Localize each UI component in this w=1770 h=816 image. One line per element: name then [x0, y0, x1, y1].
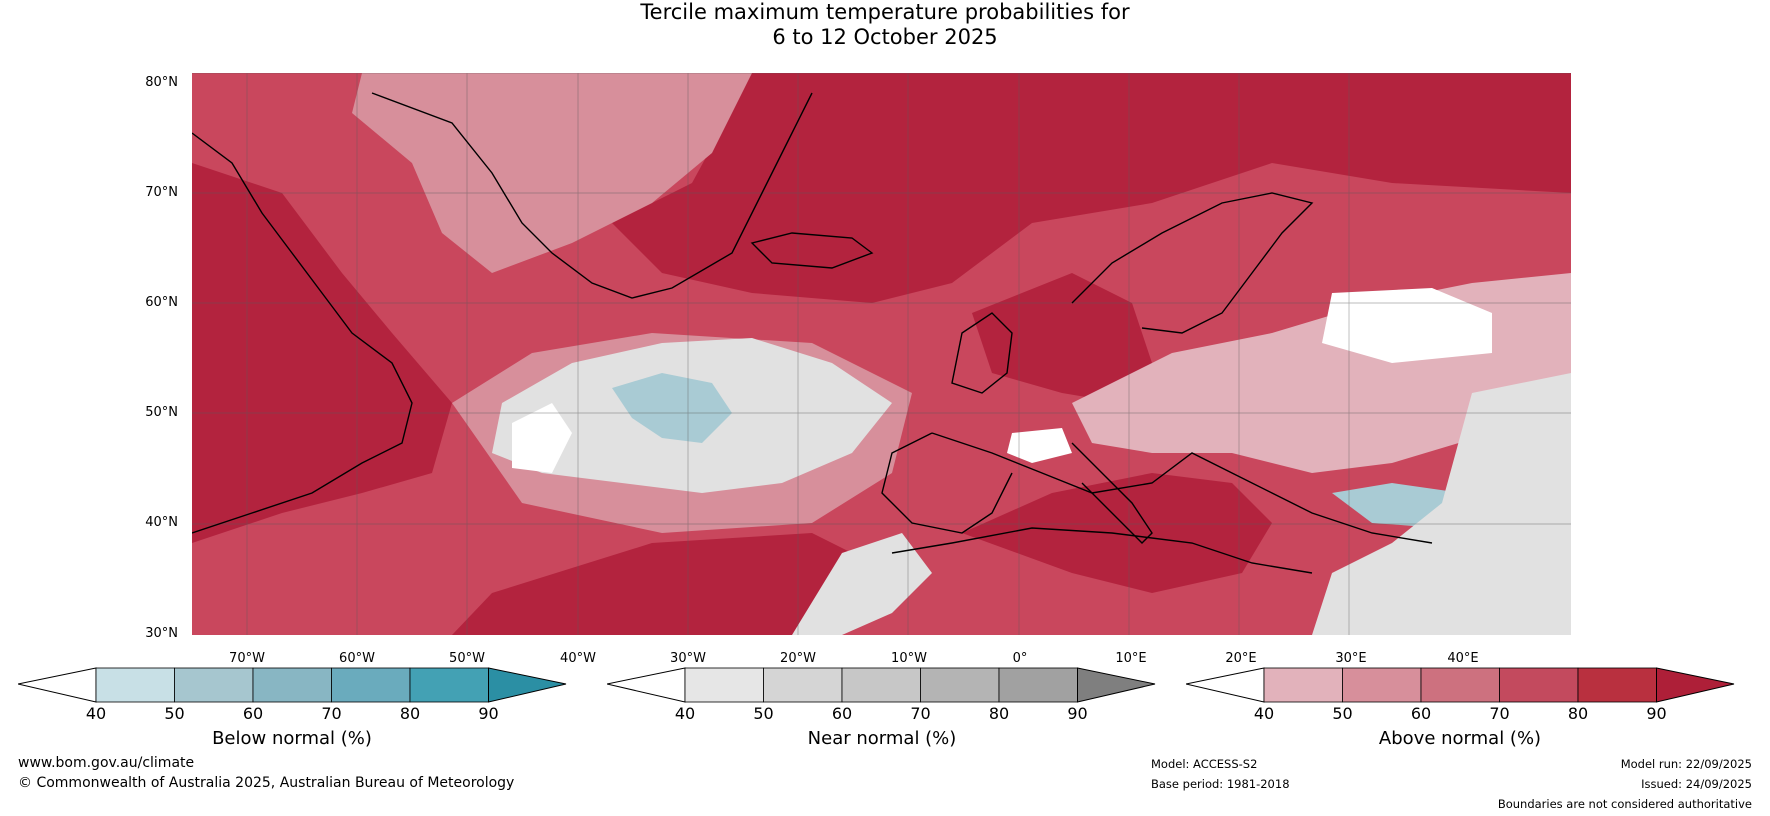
north-africa-coast — [891, 527, 1313, 574]
lon-label-20e: 20°E — [1225, 651, 1257, 666]
lat-label-60n: 60°N — [145, 295, 178, 310]
lon-label-0: 0° — [1012, 651, 1028, 666]
colorbar-near-normal — [607, 667, 1156, 703]
below-normal-patch — [612, 373, 732, 443]
near-normal-east — [1312, 373, 1571, 635]
canada-coast — [192, 132, 413, 534]
near-tick: 80 — [988, 704, 1010, 723]
lon-label-20w: 20°W — [780, 651, 816, 666]
lon-label-30w: 30°W — [670, 651, 706, 666]
lon-label-50w: 50°W — [449, 651, 485, 666]
above-tick: 80 — [1567, 704, 1589, 723]
above-strong-canada — [192, 163, 452, 543]
colorbar-near-upper-arrow — [1077, 667, 1156, 703]
colorbar-above-segment — [1499, 667, 1579, 703]
colorbar-below-segment — [331, 667, 411, 703]
coastlines — [192, 92, 1433, 574]
colorbar-below-upper-arrow — [488, 667, 567, 703]
colorbar-below-segment — [252, 667, 332, 703]
colorbar-below-segment — [174, 667, 254, 703]
below-tick: 40 — [85, 704, 107, 723]
colorbar-below-label: Below normal (%) — [212, 728, 372, 749]
colorbar-below-segment — [409, 667, 489, 703]
footer-issued: Issued: 24/09/2025 — [1641, 777, 1752, 791]
footer-copyright: © Commonwealth of Australia 2025, Austra… — [18, 775, 515, 791]
below-tick: 90 — [478, 704, 499, 723]
colorbar-above-label: Above normal (%) — [1378, 728, 1542, 749]
colorbar-near-segment — [841, 667, 921, 703]
footer-website: www.bom.gov.au/climate — [18, 755, 195, 771]
colorbar-above-segment — [1342, 667, 1422, 703]
colorbar-near-segment — [684, 667, 764, 703]
colorbar-near-lower-arrow — [607, 667, 686, 703]
near-tick: 70 — [910, 704, 931, 723]
colorbar-above-segment — [1263, 667, 1343, 703]
lat-label-40n: 40°N — [145, 515, 178, 530]
lat-label-70n: 70°N — [145, 185, 178, 200]
near-tick: 90 — [1067, 704, 1088, 723]
above-strong-north-sea — [972, 273, 1152, 403]
white-patch-russia — [1322, 288, 1492, 363]
near-tick: 60 — [831, 704, 853, 723]
lon-label-10w: 10°W — [891, 651, 927, 666]
below-tick: 50 — [164, 704, 185, 723]
europe-south-coast — [931, 432, 1433, 544]
lon-label-10e: 10°E — [1115, 651, 1147, 666]
colorbar-above-segment — [1577, 667, 1657, 703]
lon-label-70w: 70°W — [229, 651, 265, 666]
above-strong-arctic — [612, 73, 1571, 303]
colorbar-near-segment — [998, 667, 1078, 703]
below-tick: 70 — [321, 704, 342, 723]
lat-label-50n: 50°N — [145, 405, 178, 420]
lon-label-60w: 60°W — [339, 651, 375, 666]
above-tick: 70 — [1489, 704, 1510, 723]
colorbar-above-normal — [1186, 667, 1735, 703]
lon-label-40w: 40°W — [560, 651, 596, 666]
colorbar-above-upper-arrow — [1656, 667, 1735, 703]
white-patch-france — [1007, 428, 1072, 463]
lon-label-30e: 30°E — [1335, 651, 1367, 666]
lat-label-80n: 80°N — [145, 75, 178, 90]
footer-base-period: Base period: 1981-2018 — [1151, 777, 1290, 791]
lon-label-40e: 40°E — [1447, 651, 1479, 666]
colorbar-above-segment — [1420, 667, 1500, 703]
map-title: Tercile maximum temperature probabilitie… — [0, 0, 1770, 50]
above-tick: 60 — [1410, 704, 1432, 723]
footer-model-run: Model run: 22/09/2025 — [1620, 757, 1752, 771]
above-strong-atlantic-south — [452, 533, 892, 635]
colorbar-near-segment — [763, 667, 843, 703]
near-tick: 50 — [753, 704, 774, 723]
below-tick: 80 — [399, 704, 421, 723]
colorbar-above-lower-arrow — [1186, 667, 1265, 703]
iceland-coast — [750, 232, 874, 269]
above-tick: 90 — [1646, 704, 1667, 723]
map-canvas — [192, 73, 1571, 635]
colorbar-below-normal — [18, 667, 567, 703]
below-tick: 60 — [242, 704, 264, 723]
scandinavia-coast — [1071, 192, 1314, 334]
colorbar-below-lower-arrow — [18, 667, 97, 703]
italy-coast — [1071, 442, 1153, 544]
white-patch-atlantic — [512, 403, 572, 473]
title-line-2: 6 to 12 October 2025 — [772, 25, 998, 49]
colorbar-below-segment — [95, 667, 175, 703]
colorbar-near-label: Near normal (%) — [807, 728, 957, 749]
footer-model: Model: ACCESS-S2 — [1151, 757, 1258, 771]
above-tick: 50 — [1332, 704, 1353, 723]
footer-disclaimer: Boundaries are not considered authoritat… — [1497, 797, 1752, 811]
greenland-coast — [371, 92, 813, 299]
probability-map — [192, 73, 1571, 635]
near-tick: 40 — [674, 704, 696, 723]
iberia-coast — [881, 432, 1013, 534]
above-tick: 40 — [1253, 704, 1275, 723]
title-line-1: Tercile maximum temperature probabilitie… — [640, 0, 1130, 24]
british-isles-coast — [951, 312, 1013, 394]
lat-label-30n: 30°N — [145, 626, 178, 641]
near-normal-west-africa — [792, 533, 932, 635]
colorbar-near-segment — [920, 667, 1000, 703]
graticule — [192, 73, 1571, 635]
